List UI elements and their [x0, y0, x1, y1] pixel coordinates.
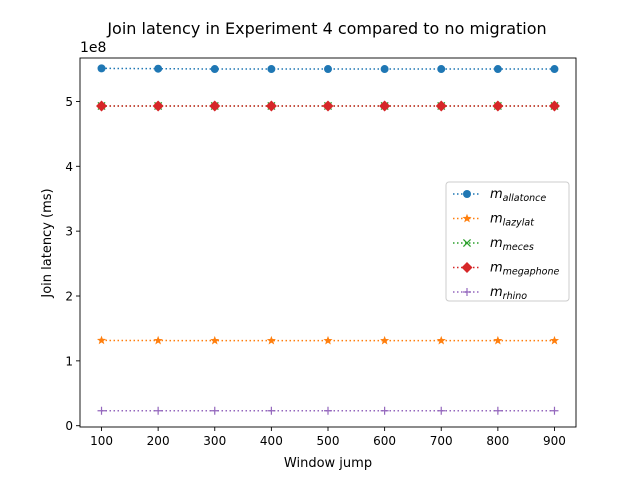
data-point-rhino — [437, 406, 446, 415]
legend-marker-megaphone — [461, 262, 473, 273]
data-point-rhino — [210, 406, 219, 415]
data-point-lazylat — [266, 335, 276, 345]
legend-label-allatonce: mallatonce — [490, 187, 546, 204]
data-point-lazylat — [96, 335, 107, 345]
y-tick-label: 5 — [65, 95, 73, 109]
data-point-rhino — [97, 406, 106, 415]
y-tick-label: 1 — [65, 354, 73, 368]
legend-label-megaphone: mmegaphone — [490, 261, 560, 278]
y-axis-label: Join latency (ms) — [40, 188, 55, 298]
x-axis-label: Window jump — [284, 456, 372, 471]
y-tick-label: 4 — [65, 160, 73, 174]
data-point-lazylat — [210, 335, 220, 345]
data-point-allatonce — [324, 65, 332, 74]
legend-frame — [445, 181, 570, 302]
legend-label-meces: mmeces — [490, 236, 534, 253]
data-point-megaphone — [379, 100, 391, 112]
x-tick-label: 700 — [430, 434, 453, 448]
data-point-rhino — [324, 406, 332, 415]
data-point-megaphone — [152, 100, 164, 112]
legend-label-lazylat: mlazylat — [490, 212, 535, 229]
legend-marker-rhino — [463, 288, 471, 296]
data-point-allatonce — [154, 64, 163, 73]
data-point-allatonce — [493, 65, 502, 74]
data-point-rhino — [267, 406, 276, 415]
data-point-megaphone — [96, 100, 108, 112]
data-point-megaphone — [265, 100, 277, 112]
data-point-megaphone — [209, 100, 221, 112]
data-point-megaphone — [322, 100, 334, 112]
data-point-allatonce — [550, 65, 559, 74]
data-point-rhino — [550, 406, 559, 415]
data-point-rhino — [380, 406, 389, 415]
series-line-allatonce — [101, 67, 555, 70]
data-point-allatonce — [380, 65, 389, 74]
y-offset-label: 1e8 — [80, 40, 106, 56]
x-tick-label: 900 — [543, 434, 566, 448]
legend-label-rhino: mrhino — [490, 285, 527, 302]
data-point-allatonce — [267, 65, 276, 74]
legend-marker-allatonce — [463, 190, 471, 198]
data-point-allatonce — [97, 64, 106, 73]
data-point-lazylat — [380, 335, 390, 345]
x-tick-label: 500 — [317, 434, 340, 448]
data-point-rhino — [154, 406, 163, 415]
y-tick-label: 3 — [65, 225, 73, 239]
plot-area: 100 200 300 400 500 600 700 800 900 0 1 2 3 4 5 — [65, 57, 577, 448]
chart-title: Join latency in Experiment 4 compared to… — [106, 19, 546, 38]
data-point-megaphone — [548, 100, 560, 112]
data-point-megaphone — [435, 100, 447, 112]
x-tick-label: 300 — [203, 434, 226, 448]
x-tick-label: 200 — [147, 434, 170, 448]
data-point-allatonce — [210, 65, 219, 74]
y-tick-label: 2 — [65, 290, 73, 304]
data-point-lazylat — [436, 335, 446, 345]
x-tick-label: 100 — [90, 434, 113, 448]
x-tick-label: 800 — [486, 434, 509, 448]
legend: mallatonce mlazylat mmeces mmegaphone mrhino — [445, 181, 570, 302]
data-point-lazylat — [323, 335, 333, 345]
legend-marker-lazylat — [462, 213, 472, 223]
data-point-megaphone — [492, 100, 504, 112]
data-point-rhino — [493, 406, 502, 415]
data-point-lazylat — [493, 335, 503, 345]
y-tick-label: 0 — [65, 419, 73, 433]
legend-marker-meces — [462, 238, 472, 248]
x-tick-label: 400 — [260, 434, 283, 448]
data-point-lazylat — [549, 335, 560, 345]
data-point-allatonce — [437, 65, 446, 74]
data-point-lazylat — [153, 335, 163, 345]
x-tick-label: 600 — [373, 434, 396, 448]
